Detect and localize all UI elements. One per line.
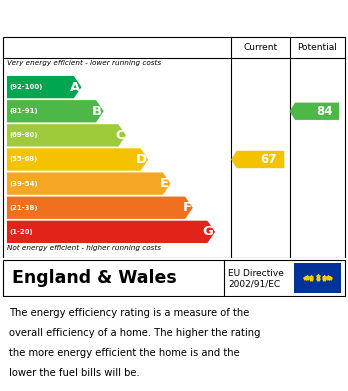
- Text: (55-68): (55-68): [10, 156, 38, 163]
- Text: B: B: [92, 105, 102, 118]
- Text: (69-80): (69-80): [10, 133, 38, 138]
- Polygon shape: [7, 148, 148, 170]
- Text: 84: 84: [316, 105, 333, 118]
- Text: EU Directive: EU Directive: [228, 269, 284, 278]
- Polygon shape: [290, 102, 339, 120]
- Text: Potential: Potential: [297, 43, 337, 52]
- Text: (1-20): (1-20): [10, 229, 33, 235]
- Text: Not energy efficient - higher running costs: Not energy efficient - higher running co…: [7, 245, 161, 251]
- Text: A: A: [70, 81, 80, 93]
- Text: 2002/91/EC: 2002/91/EC: [228, 279, 280, 288]
- Polygon shape: [7, 100, 104, 122]
- Polygon shape: [7, 172, 171, 195]
- Text: (81-91): (81-91): [10, 108, 38, 114]
- Text: Very energy efficient - lower running costs: Very energy efficient - lower running co…: [7, 60, 161, 66]
- Text: C: C: [115, 129, 125, 142]
- Text: the more energy efficient the home is and the: the more energy efficient the home is an…: [9, 348, 239, 358]
- Polygon shape: [7, 197, 193, 219]
- Bar: [294, 263, 341, 292]
- Text: E: E: [160, 177, 169, 190]
- Text: D: D: [136, 153, 147, 166]
- Text: G: G: [203, 225, 214, 239]
- Text: Energy Efficiency Rating: Energy Efficiency Rating: [9, 10, 230, 25]
- Text: 67: 67: [260, 153, 277, 166]
- Text: (39-54): (39-54): [10, 181, 38, 187]
- Text: (92-100): (92-100): [10, 84, 43, 90]
- Text: lower the fuel bills will be.: lower the fuel bills will be.: [9, 368, 140, 378]
- Text: overall efficiency of a home. The higher the rating: overall efficiency of a home. The higher…: [9, 328, 260, 338]
- Polygon shape: [231, 151, 284, 168]
- Text: England & Wales: England & Wales: [12, 269, 177, 287]
- Text: Current: Current: [243, 43, 278, 52]
- Polygon shape: [7, 76, 81, 98]
- Text: The energy efficiency rating is a measure of the: The energy efficiency rating is a measur…: [9, 308, 249, 318]
- Polygon shape: [7, 124, 126, 147]
- Polygon shape: [7, 221, 215, 243]
- Text: F: F: [182, 201, 191, 214]
- Text: (21-38): (21-38): [10, 205, 38, 211]
